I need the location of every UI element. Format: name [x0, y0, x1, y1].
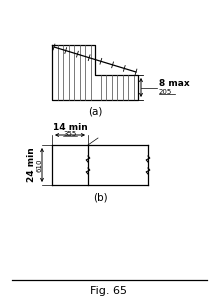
Text: 205: 205 — [159, 88, 172, 94]
Text: (b): (b) — [93, 192, 107, 202]
Text: 610: 610 — [36, 158, 42, 172]
Text: (a): (a) — [88, 107, 102, 117]
Text: Fig. 65: Fig. 65 — [90, 286, 127, 296]
Text: 24 min: 24 min — [28, 148, 37, 182]
Text: 14 min: 14 min — [53, 124, 87, 133]
Text: 8 max: 8 max — [159, 79, 190, 88]
Text: 355: 355 — [63, 131, 77, 137]
